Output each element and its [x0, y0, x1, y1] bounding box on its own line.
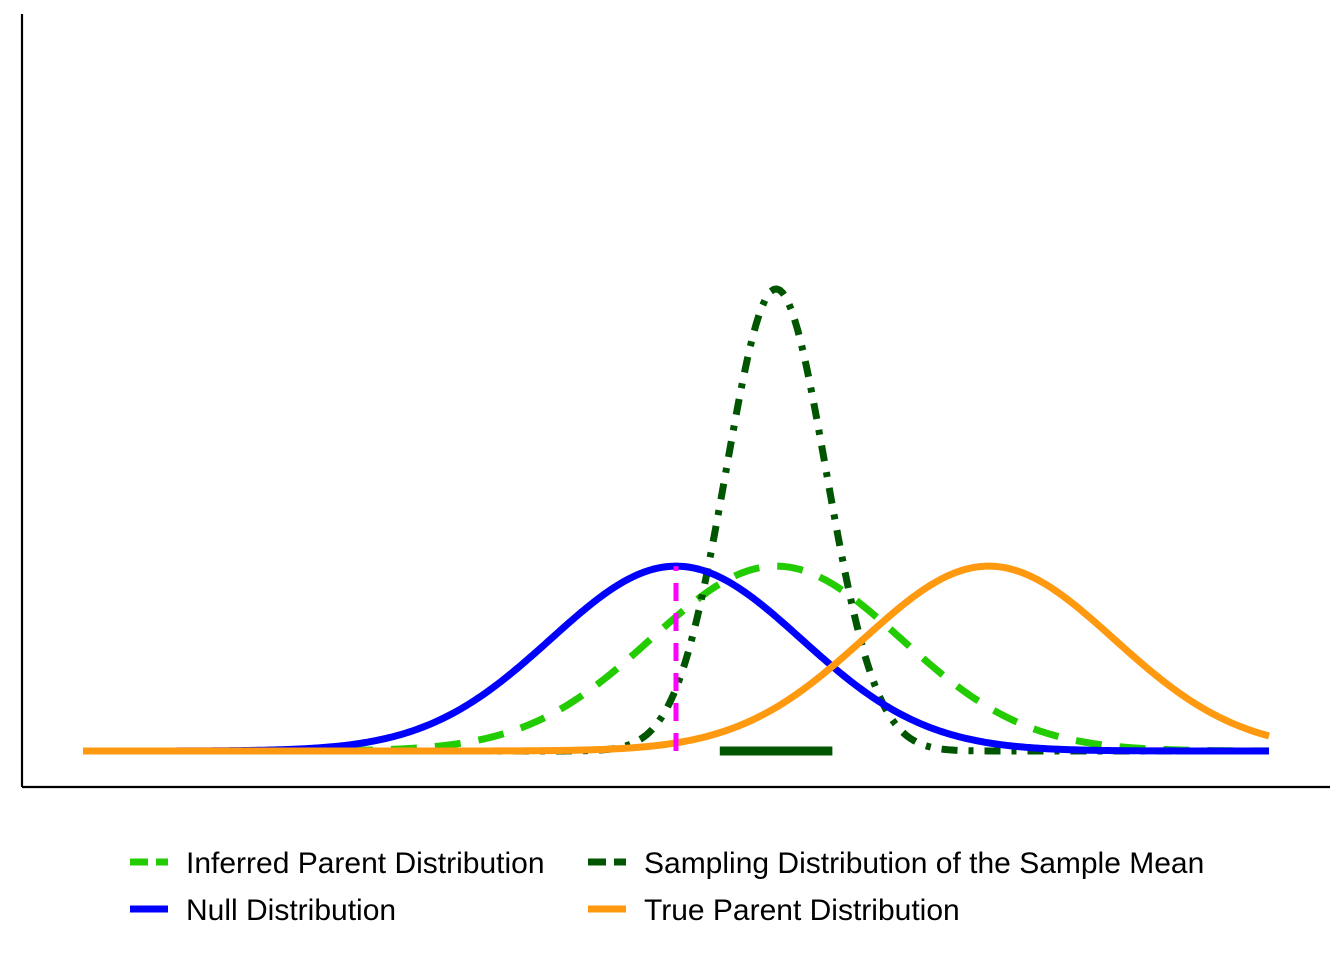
legend-item-true-parent: True Parent Distribution: [588, 894, 960, 927]
annotation-layer: [673, 566, 833, 756]
legend-label-true-parent: True Parent Distribution: [644, 894, 960, 927]
legend-label-null-distribution: Null Distribution: [186, 894, 396, 927]
legend-item-inferred-parent: Inferred Parent Distribution: [130, 847, 545, 880]
legend: Inferred Parent Distribution Sampling Di…: [130, 847, 1204, 927]
legend-item-sampling-distribution: Sampling Distribution of the Sample Mean: [588, 847, 1204, 880]
legend-label-inferred-parent: Inferred Parent Distribution: [186, 847, 545, 880]
legend-label-sampling-distribution: Sampling Distribution of the Sample Mean: [644, 847, 1204, 880]
plot-area: [20, 14, 1330, 789]
legend-item-null-distribution: Null Distribution: [130, 894, 396, 927]
